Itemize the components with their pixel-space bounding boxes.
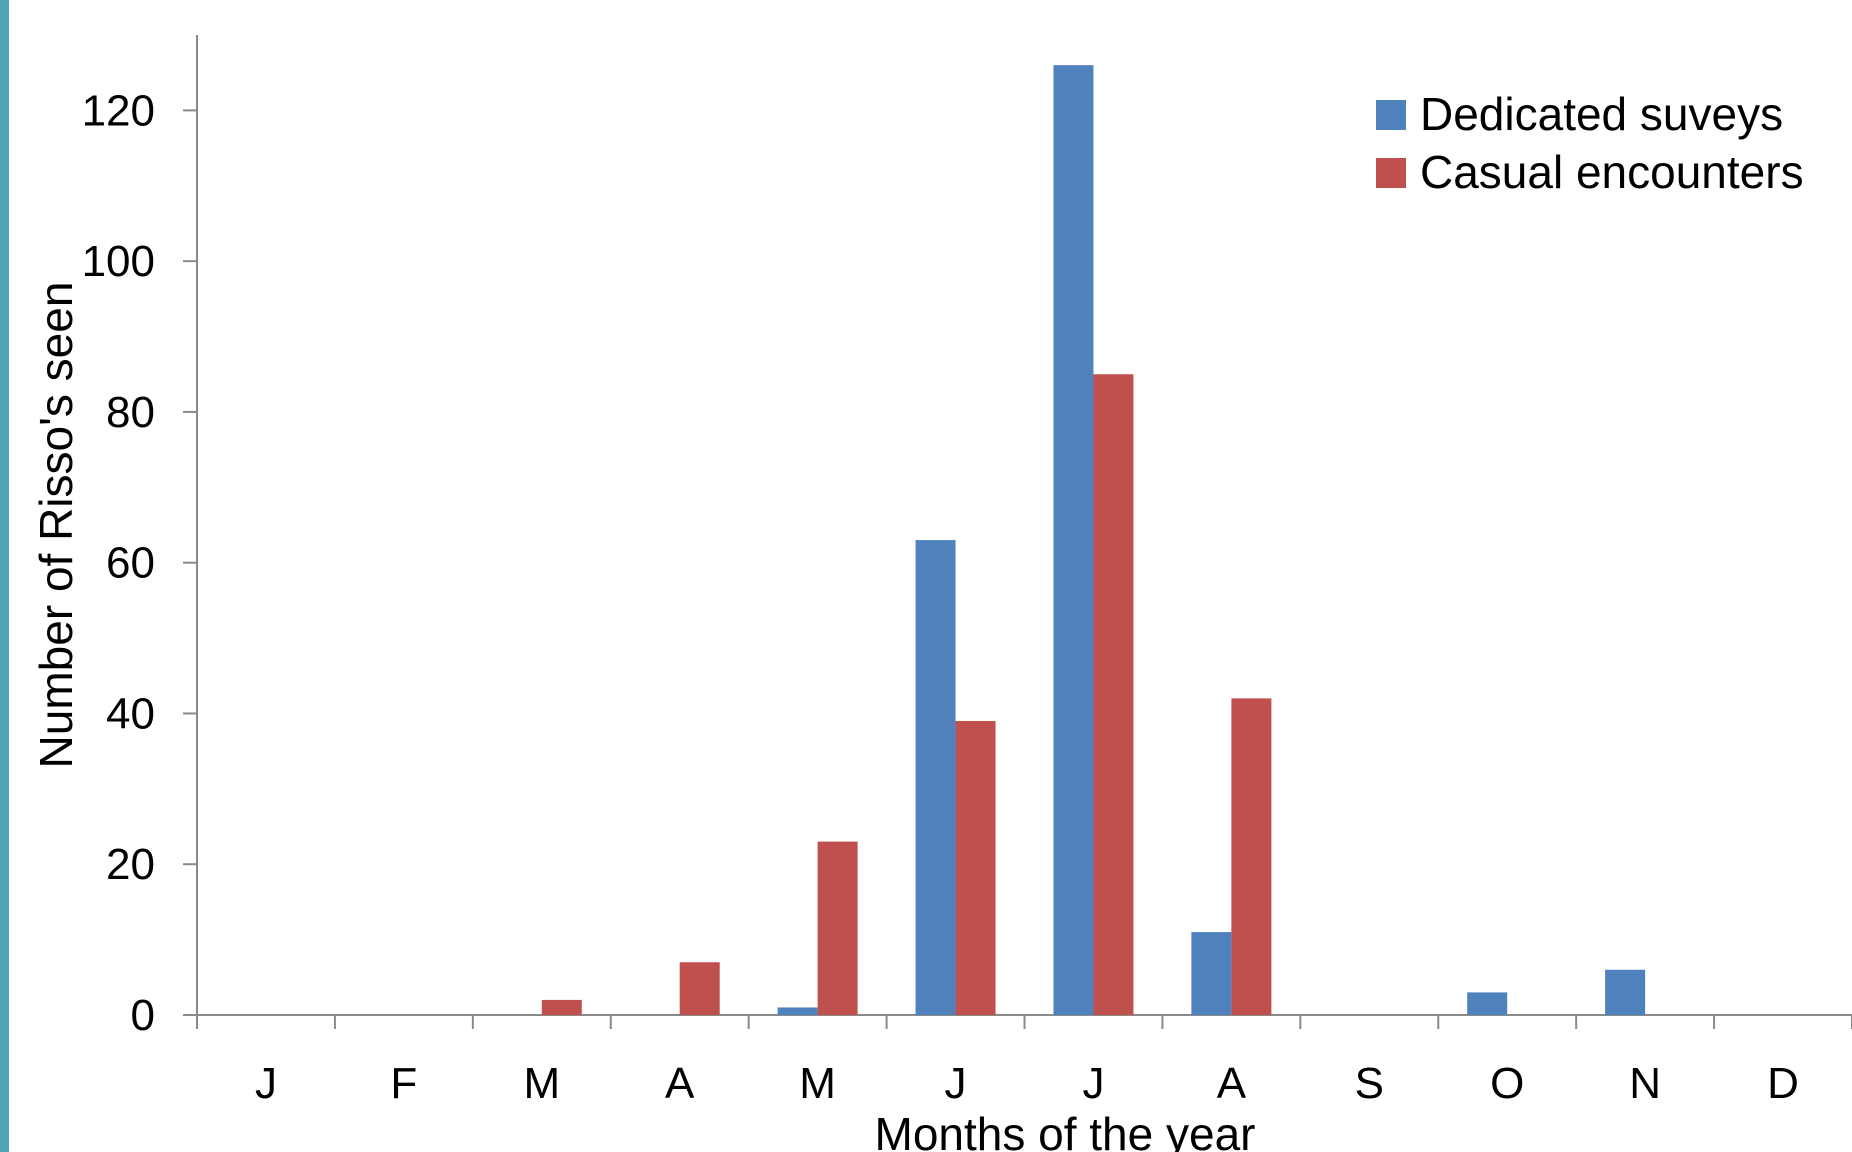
- y-tick-label: 40: [106, 689, 155, 738]
- axes: [183, 35, 1852, 1029]
- legend-label: Casual encounters: [1420, 146, 1804, 198]
- bar-dedicated: [1053, 65, 1094, 1015]
- y-tick-label: 100: [82, 237, 155, 286]
- bar-casual: [817, 841, 858, 1015]
- y-axis-title: Number of Risso's seen: [30, 282, 82, 769]
- bar-dedicated: [1191, 932, 1232, 1015]
- bar-casual: [955, 721, 996, 1015]
- x-tick-label: J: [945, 1059, 967, 1108]
- legend-label: Dedicated suveys: [1420, 88, 1783, 140]
- y-tick-label: 0: [131, 991, 155, 1040]
- y-tick-label: 20: [106, 840, 155, 889]
- bar-dedicated: [1467, 992, 1508, 1015]
- legend: Dedicated suveys Casual encounters: [1376, 88, 1804, 198]
- bar-casual: [1093, 374, 1134, 1015]
- x-tick-label: S: [1355, 1059, 1384, 1108]
- x-tick-label: J: [1082, 1059, 1104, 1108]
- y-tick-label: 80: [106, 388, 155, 437]
- x-tick-label: N: [1629, 1059, 1661, 1108]
- x-tick-label: J: [255, 1059, 277, 1108]
- x-tick-label: M: [523, 1059, 560, 1108]
- legend-swatch: [1376, 100, 1406, 130]
- x-tick-label: F: [390, 1059, 417, 1108]
- left-frame-accent: [0, 0, 9, 1152]
- bar-dedicated: [915, 540, 956, 1015]
- y-tick-label: 60: [106, 539, 155, 588]
- tick-labels: 0 20 40 60 80 100 120 J F M A M J J A S O N D: [82, 86, 1799, 1108]
- x-axis-title: Months of the year: [875, 1108, 1256, 1152]
- bar-casual: [679, 962, 720, 1015]
- bar-dedicated: [777, 1007, 818, 1015]
- x-tick-label: M: [799, 1059, 836, 1108]
- y-tick-label: 120: [82, 86, 155, 135]
- bars: [541, 65, 1646, 1015]
- bar-dedicated: [1605, 969, 1646, 1015]
- bar-casual: [541, 999, 582, 1015]
- legend-swatch: [1376, 158, 1406, 188]
- x-tick-label: A: [1217, 1059, 1247, 1108]
- x-tick-label: A: [665, 1059, 695, 1108]
- x-tick-label: D: [1767, 1059, 1799, 1108]
- bar-casual: [1231, 698, 1272, 1015]
- x-tick-label: O: [1490, 1059, 1524, 1108]
